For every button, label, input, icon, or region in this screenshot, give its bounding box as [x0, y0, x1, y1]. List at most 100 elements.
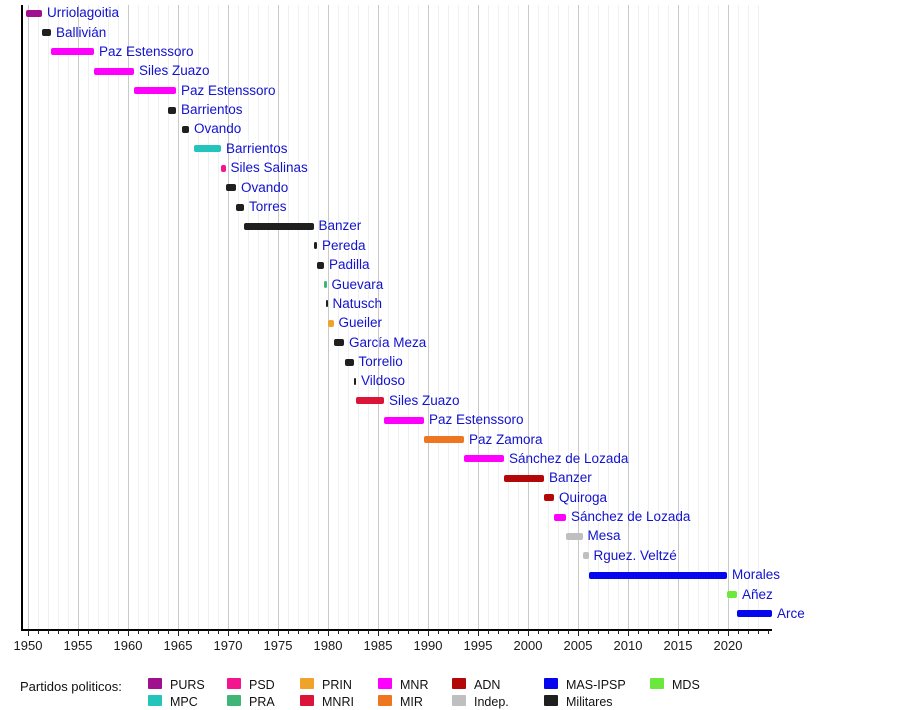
timeline-bar-siles-zuazo[interactable] — [356, 397, 384, 405]
legend-title: Partidos politicos: — [20, 679, 122, 694]
president-label[interactable]: Gueiler — [338, 315, 383, 331]
timeline-bar-torrelio[interactable] — [345, 358, 354, 366]
timeline-bar-ballivi-n[interactable] — [42, 29, 51, 37]
x-axis-major-tick — [128, 630, 129, 636]
gridline-minor — [158, 5, 159, 629]
timeline-bar-paz-estenssoro[interactable] — [51, 48, 94, 56]
president-label[interactable]: Siles Salinas — [230, 160, 308, 176]
timeline-bar-barrientos[interactable] — [168, 106, 176, 114]
x-axis-minor-tick — [388, 630, 389, 634]
legend-label: MDS — [672, 678, 700, 692]
x-axis-minor-tick — [508, 630, 509, 634]
timeline-bar-ovando[interactable] — [225, 184, 236, 192]
president-label[interactable]: Ballivián — [56, 24, 107, 40]
president-label[interactable]: Sánchez de Lozada — [571, 509, 691, 525]
x-axis-minor-tick — [138, 630, 139, 634]
legend-label: PURS — [170, 678, 205, 692]
gridline-minor — [388, 5, 389, 629]
president-label[interactable]: Paz Estenssoro — [181, 82, 276, 98]
president-label[interactable]: Arce — [777, 605, 805, 621]
timeline-bar-garc-a-meza[interactable] — [333, 339, 344, 347]
x-axis-minor-tick — [98, 630, 99, 634]
x-axis-minor-tick — [688, 630, 689, 634]
president-label[interactable]: Siles Zuazo — [139, 63, 210, 79]
y-axis-line — [21, 5, 23, 629]
timeline-bar-paz-zamora[interactable] — [424, 436, 464, 444]
president-label[interactable]: Torres — [249, 199, 287, 214]
gridline-minor — [218, 5, 219, 629]
president-label[interactable]: Mesa — [587, 528, 621, 544]
x-axis-minor-tick — [718, 630, 719, 634]
president-label[interactable]: Barrientos — [181, 102, 243, 118]
legend-label: MAS-IPSP — [566, 678, 626, 692]
president-label[interactable]: Paz Estenssoro — [99, 43, 194, 59]
timeline-bar-ovando[interactable] — [182, 125, 189, 133]
timeline-bar-rguez-veltz-[interactable] — [582, 552, 589, 560]
president-label[interactable]: Rguez. Veltzé — [593, 547, 677, 563]
timeline-bar-paz-estenssoro[interactable] — [384, 416, 424, 424]
x-axis-major-tick — [478, 630, 479, 636]
president-label[interactable]: Vildoso — [361, 373, 406, 389]
president-label[interactable]: Siles Zuazo — [389, 392, 460, 408]
x-axis-minor-tick — [658, 630, 659, 634]
x-axis-tick-label: 2010 — [613, 638, 643, 653]
timeline-bar-barrientos[interactable] — [194, 145, 221, 153]
gridline-minor — [538, 5, 539, 629]
president-label[interactable]: Quiroga — [559, 489, 608, 505]
gridline-minor — [558, 5, 559, 629]
president-label[interactable]: Morales — [732, 567, 781, 583]
timeline-bar-mesa[interactable] — [566, 532, 583, 540]
president-label[interactable]: Urriolagoitia — [47, 5, 120, 21]
timeline-bar-siles-salinas[interactable] — [221, 164, 226, 172]
president-label[interactable]: Pereda — [322, 237, 366, 253]
president-label[interactable]: García Meza — [349, 334, 427, 350]
gridline-minor — [238, 5, 239, 629]
timeline-bar-vildoso[interactable] — [353, 377, 356, 385]
timeline-bar-banzer[interactable] — [244, 222, 314, 230]
timeline-bar-urriolagoitia[interactable] — [26, 9, 42, 17]
president-label[interactable]: Paz Estenssoro — [429, 412, 524, 428]
timeline-bar-arce[interactable] — [737, 610, 772, 618]
timeline-bar-siles-zuazo[interactable] — [94, 67, 134, 75]
x-axis-minor-tick — [338, 630, 339, 634]
x-axis-minor-tick — [418, 630, 419, 634]
timeline-bar-pereda[interactable] — [313, 242, 317, 250]
gridline-minor — [698, 5, 699, 629]
timeline-bar-morales[interactable] — [588, 571, 727, 579]
president-label[interactable]: Añez — [742, 586, 773, 602]
x-axis-minor-tick — [708, 630, 709, 634]
president-label[interactable]: Natusch — [332, 295, 383, 311]
x-axis-minor-tick — [188, 630, 189, 634]
x-axis-minor-tick — [538, 630, 539, 634]
president-label[interactable]: Torrelio — [358, 354, 403, 370]
timeline-bar-banzer[interactable] — [504, 474, 544, 482]
x-axis-major-tick — [328, 630, 329, 636]
gridline-minor — [758, 5, 759, 629]
timeline-bar-s-nchez-de-lozada[interactable] — [554, 513, 566, 521]
timeline-bar-padilla[interactable] — [317, 261, 324, 269]
x-axis-tick-label: 1950 — [13, 638, 43, 653]
president-label[interactable]: Padilla — [329, 257, 370, 273]
timeline-bar-quiroga[interactable] — [544, 494, 554, 502]
president-label[interactable]: Ovando — [194, 121, 242, 137]
x-axis-minor-tick — [88, 630, 89, 634]
president-label[interactable]: Banzer — [318, 218, 362, 234]
timeline-bar-torres[interactable] — [236, 203, 244, 211]
timeline-bar-gueiler[interactable] — [327, 319, 334, 327]
timeline-bar-guevara[interactable] — [324, 281, 327, 289]
president-label[interactable]: Paz Zamora — [469, 431, 543, 447]
president-label[interactable]: Barrientos — [226, 140, 288, 156]
gridline-major — [228, 5, 229, 629]
president-label[interactable]: Sánchez de Lozada — [509, 450, 629, 466]
timeline-bar-s-nchez-de-lozada[interactable] — [464, 455, 504, 463]
president-label[interactable]: Guevara — [331, 276, 384, 292]
gridline-major — [78, 5, 79, 629]
timeline-bar-paz-estenssoro[interactable] — [134, 87, 176, 95]
president-label[interactable]: Banzer — [549, 470, 592, 486]
legend-label: MNRI — [322, 695, 354, 709]
x-axis-minor-tick — [68, 630, 69, 634]
timeline-bar-a-ez[interactable] — [727, 591, 737, 599]
gridline-minor — [98, 5, 99, 629]
timeline-bar-natusch[interactable] — [326, 300, 328, 308]
president-label[interactable]: Ovando — [241, 179, 289, 195]
